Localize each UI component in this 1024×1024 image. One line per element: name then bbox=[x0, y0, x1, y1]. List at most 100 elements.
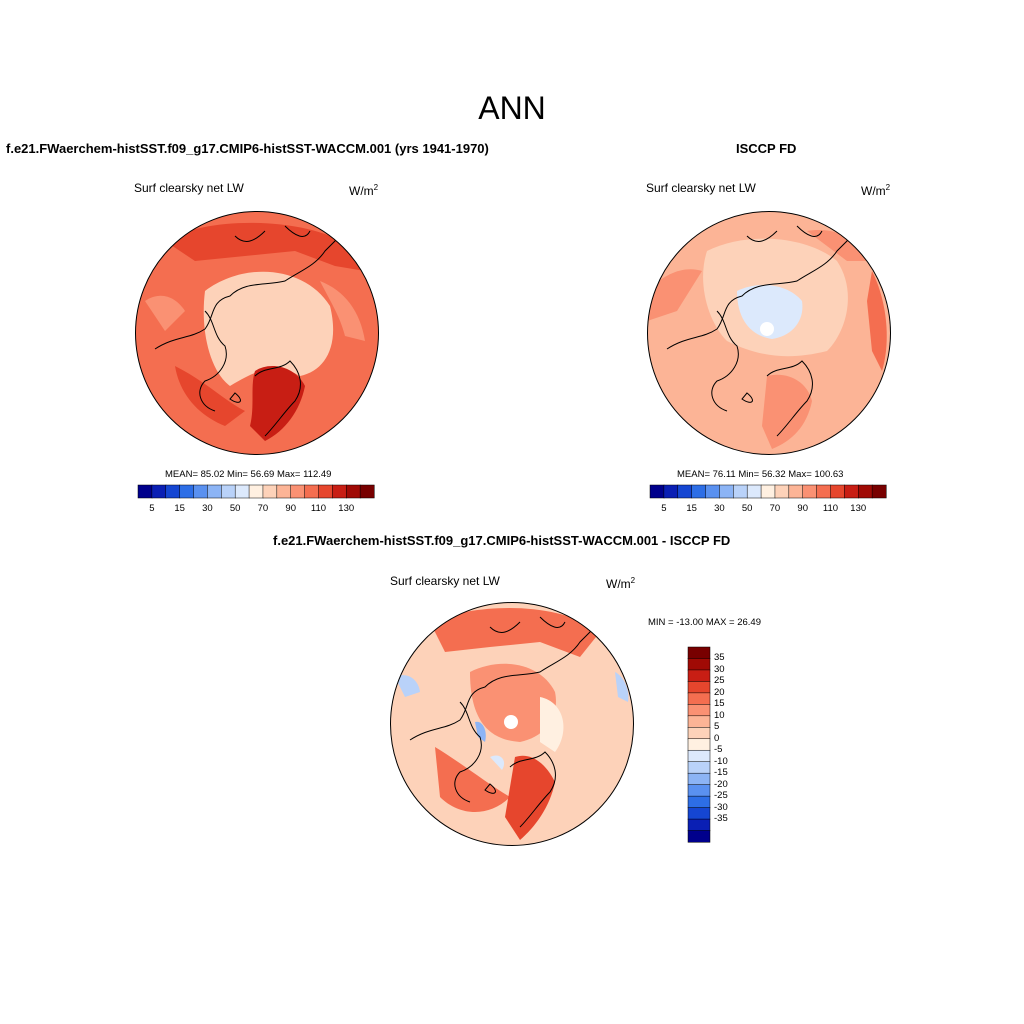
panel3-colorbar-swatch bbox=[687, 704, 711, 717]
panel3-colorbar-tick-label: -10 bbox=[714, 755, 728, 767]
panel2-colorbar-swatch bbox=[677, 484, 693, 499]
panel2-title: ISCCP FD bbox=[736, 141, 797, 156]
panel1-colorbar-swatch bbox=[234, 484, 250, 499]
panel3-colorbar-tick-label: 0 bbox=[714, 732, 720, 744]
panel2-colorbar-swatch bbox=[871, 484, 887, 499]
panel2-colorbar-tick-label: 70 bbox=[769, 503, 781, 514]
panel3-colorbar-tick-label: -25 bbox=[714, 790, 728, 802]
panel2-colorbar-swatch bbox=[746, 484, 762, 499]
panel3-variable-label: Surf clearsky net LW bbox=[390, 574, 500, 588]
panel3-polar-map bbox=[390, 602, 634, 846]
panel3-colorbar-swatch bbox=[687, 727, 711, 740]
panel1-colorbar-swatch bbox=[179, 484, 195, 499]
panel3-colorbar bbox=[687, 646, 711, 843]
panel1-colorbar-swatch bbox=[290, 484, 306, 499]
panel2-colorbar-tick-label: 30 bbox=[714, 503, 725, 514]
panel2-polar-map bbox=[647, 211, 891, 455]
panel2-colorbar-swatch bbox=[802, 484, 818, 499]
panel1-colorbar-tick-label: 50 bbox=[229, 503, 241, 514]
panel3-colorbar-swatch bbox=[687, 830, 711, 843]
panel1-stats: MEAN= 85.02 Min= 56.69 Max= 112.49 bbox=[165, 469, 332, 480]
panel2-colorbar-tick-label: 130 bbox=[850, 503, 867, 514]
panel2-colorbar-tick-label: 90 bbox=[797, 503, 808, 514]
panel1-colorbar-tick-label: 130 bbox=[338, 503, 355, 514]
panel3-colorbar-swatch bbox=[687, 818, 711, 832]
panel1-colorbar-swatch bbox=[137, 484, 153, 499]
panel3-colorbar-swatch bbox=[687, 772, 711, 786]
panel1-colorbar-swatch bbox=[332, 484, 347, 499]
panel2-units: W/m2 bbox=[861, 183, 891, 198]
panel3-colorbar-tick-label: 5 bbox=[714, 721, 720, 733]
panel3-colorbar-swatch bbox=[687, 692, 711, 705]
panel3-colorbar-swatch bbox=[687, 795, 711, 809]
panel3-colorbar-tick-label: 35 bbox=[714, 652, 725, 664]
panel1-colorbar-swatch bbox=[165, 484, 181, 499]
panel2-stats: MEAN= 76.11 Min= 56.32 Max= 100.63 bbox=[677, 469, 844, 480]
panel1-colorbar-swatch bbox=[193, 484, 208, 499]
panel1-colorbar-swatch bbox=[304, 484, 320, 499]
panel3-colorbar-tick-label: 30 bbox=[714, 663, 725, 675]
panel3-colorbar-tick-label: 10 bbox=[714, 709, 725, 721]
panel2-colorbar-swatch bbox=[705, 484, 720, 499]
panel2-colorbar-swatch bbox=[649, 484, 665, 499]
panel2-colorbar-swatch bbox=[857, 484, 873, 499]
panel3-colorbar-tick-label: -15 bbox=[714, 767, 728, 779]
panel3-colorbar-swatch bbox=[687, 761, 711, 774]
panel1-title: f.e21.FWaerchem-histSST.f09_g17.CMIP6-hi… bbox=[6, 141, 489, 156]
panel2-colorbar-swatch bbox=[788, 484, 804, 499]
panel1-colorbar-tick-label: 5 bbox=[149, 503, 155, 514]
panel3-colorbar-swatch bbox=[687, 807, 711, 820]
panel2-colorbar-swatch bbox=[733, 484, 748, 499]
panel1-units: W/m2 bbox=[349, 183, 379, 198]
panel2-colorbar-labels: 5 15 30 50 70 90 110 130 bbox=[650, 503, 886, 517]
panel3-colorbar-tick-label: 15 bbox=[714, 698, 725, 710]
figure-title: ANN bbox=[478, 90, 546, 126]
panel3-colorbar-swatch bbox=[687, 681, 711, 694]
panel2-colorbar-tick-label: 5 bbox=[661, 503, 667, 514]
panel3-colorbar-tick-label: 20 bbox=[714, 686, 725, 698]
panel3-colorbar-tick-label: -35 bbox=[714, 813, 728, 825]
panel3-colorbar-tick-label: -5 bbox=[714, 744, 723, 756]
panel2-colorbar-tick-label: 50 bbox=[741, 503, 753, 514]
panel3-colorbar-swatch bbox=[687, 715, 711, 728]
panel1-colorbar-tick-label: 70 bbox=[257, 503, 269, 514]
panel3-colorbar-swatch bbox=[687, 646, 711, 660]
panel1-colorbar-swatch bbox=[207, 484, 222, 499]
panel3-colorbar-swatch bbox=[687, 658, 711, 671]
panel1-colorbar-tick-label: 15 bbox=[174, 503, 185, 514]
panel1-colorbar-swatch bbox=[345, 484, 361, 499]
panel1-colorbar-swatch bbox=[262, 484, 278, 499]
panel2-colorbar bbox=[649, 484, 887, 499]
panel3-colorbar-tick-label: 25 bbox=[714, 675, 725, 687]
panel1-colorbar-tick-label: 110 bbox=[310, 503, 327, 514]
panel1-variable-label: Surf clearsky net LW bbox=[134, 181, 244, 195]
panel1-polar-map bbox=[135, 211, 379, 455]
panel1-colorbar bbox=[137, 484, 375, 499]
panel3-colorbar-swatch bbox=[687, 784, 711, 797]
panel2-colorbar-swatch bbox=[774, 484, 790, 499]
panel1-colorbar-swatch bbox=[318, 484, 333, 499]
panel3-colorbar-labels: 35 30 25 20 15 10 5 0 -5 -10 -15 -20 -25 -30 -35 bbox=[714, 647, 754, 842]
panel1-colorbar-swatch bbox=[151, 484, 167, 499]
panel2-colorbar-swatch bbox=[719, 484, 734, 499]
panel3-units: W/m2 bbox=[606, 576, 636, 591]
panel1-colorbar-tick-label: 90 bbox=[285, 503, 296, 514]
panel2-colorbar-swatch bbox=[816, 484, 832, 499]
panel1-colorbar-tick-label: 30 bbox=[202, 503, 213, 514]
panel2-colorbar-swatch bbox=[663, 484, 679, 499]
panel3-colorbar-swatch bbox=[687, 669, 711, 682]
panel3-stats: MIN = -13.00 MAX = 26.49 bbox=[648, 617, 762, 628]
panel3-colorbar-swatch bbox=[687, 738, 711, 751]
panel1-colorbar-swatch bbox=[248, 484, 264, 499]
panel1-colorbar-labels: 5 15 30 50 70 90 110 130 bbox=[138, 503, 374, 517]
panel2-colorbar-tick-label: 15 bbox=[686, 503, 697, 514]
panel1-colorbar-swatch bbox=[276, 484, 292, 499]
panel2-colorbar-swatch bbox=[844, 484, 859, 499]
panel2-colorbar-swatch bbox=[691, 484, 707, 499]
panel2-colorbar-tick-label: 110 bbox=[822, 503, 839, 514]
panel3-colorbar-swatch bbox=[687, 749, 711, 763]
panel1-colorbar-swatch bbox=[221, 484, 236, 499]
panel3-colorbar-tick-label: -30 bbox=[714, 801, 728, 813]
panel2-variable-label: Surf clearsky net LW bbox=[646, 181, 756, 195]
panel1-colorbar-swatch bbox=[359, 484, 375, 499]
